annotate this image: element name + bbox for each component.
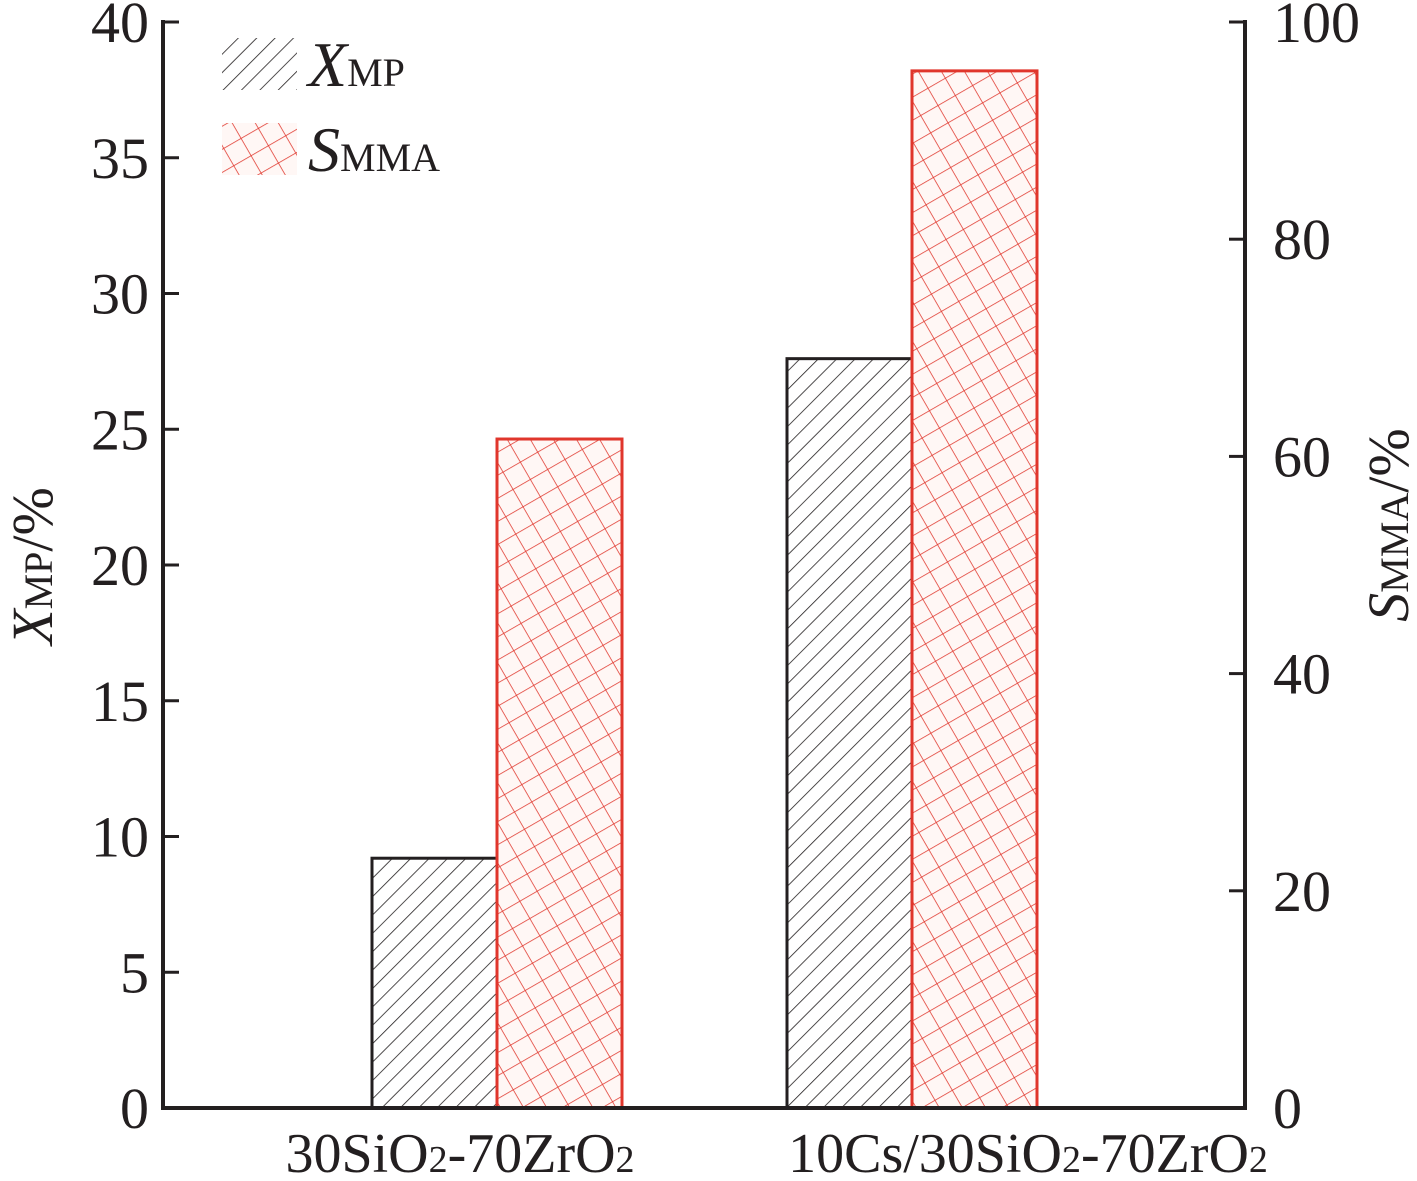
right-tick-label: 100	[1273, 0, 1360, 55]
labels-layer: 30SiO2-70ZrO2 10Cs/30SiO2-70ZrO2XMP/%SMMA…	[0, 428, 1417, 1181]
left-tick-label: 10	[91, 805, 149, 870]
bar-mma-1	[495, 437, 624, 1110]
legend-label-subscript: MP	[347, 50, 405, 95]
axis-title-main: S	[1356, 593, 1417, 622]
left-tick-label: 30	[91, 262, 149, 327]
y-right-axis-title: SMMA/%	[1356, 428, 1417, 621]
y-left-axis-title: XMP/%	[0, 487, 65, 647]
bar-mma-2	[910, 69, 1039, 1110]
left-tick-label: 20	[91, 533, 149, 598]
x-category-label: 30SiO2-70ZrO2	[285, 1123, 634, 1181]
bar-mp-2	[785, 357, 914, 1110]
legend-label-mp: XMP	[305, 29, 405, 100]
category-subscript: 2	[1249, 1139, 1268, 1181]
left-tick-label: 40	[91, 0, 149, 55]
right-tick-label: 60	[1273, 424, 1331, 489]
category-text: -70ZrO	[1081, 1123, 1249, 1181]
legend-swatch-mp	[222, 38, 297, 90]
axis-title-main: X	[0, 607, 65, 647]
x-category-label: 10Cs/30SiO2-70ZrO2	[788, 1123, 1268, 1181]
axis-title-unit: /%	[0, 487, 65, 551]
right-tick-label: 0	[1273, 1076, 1302, 1141]
right-tick-label: 40	[1273, 642, 1331, 707]
axis-title-subscript: MMA	[1372, 493, 1417, 593]
legend-label-main: S	[308, 114, 340, 185]
category-subscript: 2	[429, 1139, 448, 1181]
left-tick-label: 35	[91, 126, 149, 191]
legend-label-main: X	[305, 29, 350, 100]
right-tick-label: 20	[1273, 859, 1331, 924]
right-tick-label: 80	[1273, 207, 1331, 272]
category-text: -70ZrO	[448, 1123, 616, 1181]
left-tick-label: 25	[91, 397, 149, 462]
bar-mp-1	[370, 856, 499, 1110]
legend-label-mma: SMMA	[308, 114, 440, 185]
left-tick-label: 15	[91, 669, 149, 734]
left-tick-label: 5	[120, 940, 149, 1005]
category-text: 30SiO	[285, 1123, 428, 1181]
category-subscript: 2	[616, 1139, 635, 1181]
ticks-layer: 0 5 10 15 20 25 30 35 40 0 20 40 60 80 100	[91, 0, 1360, 1141]
legend-label-subscript: MMA	[340, 135, 440, 180]
axis-title-subscript: MP	[16, 552, 61, 610]
category-subscript: 2	[1062, 1139, 1081, 1181]
legend-swatch-mma	[222, 123, 297, 175]
bars-layer	[370, 69, 1039, 1110]
category-text: 10Cs/30SiO	[788, 1123, 1062, 1181]
left-tick-label: 0	[120, 1076, 149, 1141]
axis-title-unit: /%	[1356, 428, 1417, 492]
